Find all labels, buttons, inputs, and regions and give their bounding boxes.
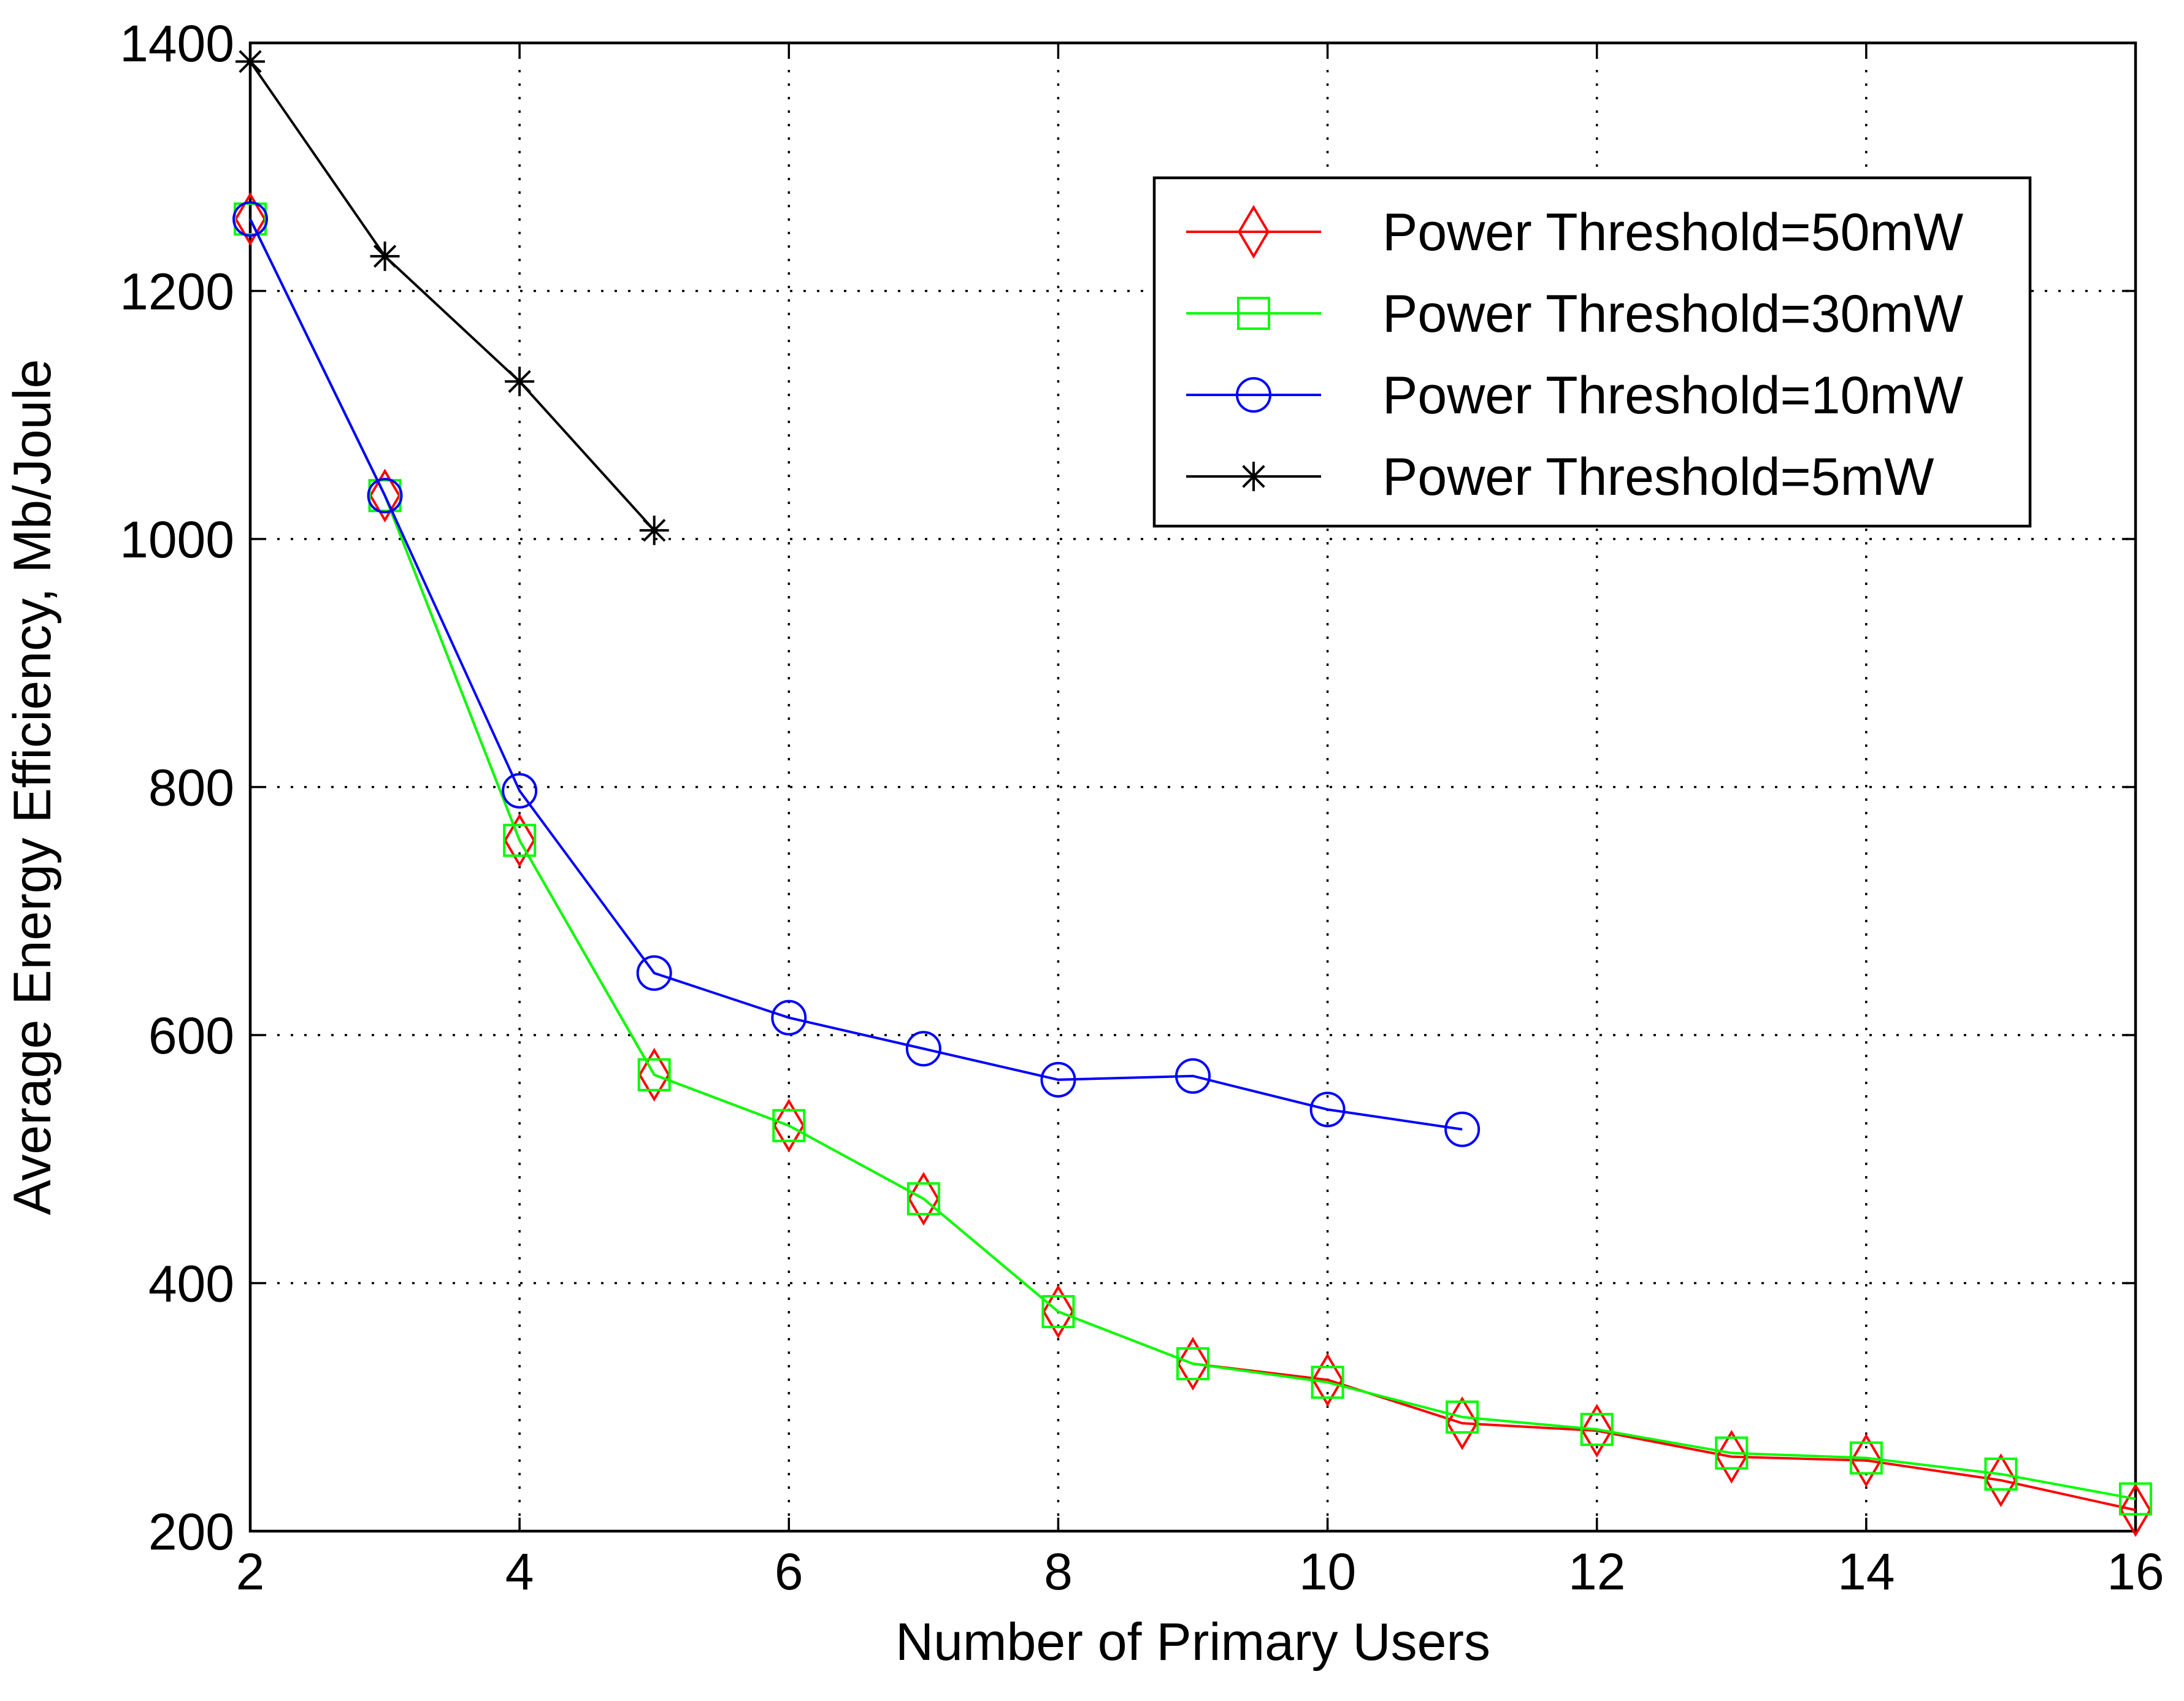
y-tick-label: 600: [148, 1007, 234, 1065]
data-point: [636, 955, 672, 991]
legend-item: Power Threshold=30mW: [1186, 285, 1963, 343]
y-tick-label: 1200: [120, 263, 234, 321]
legend-marker: [1239, 462, 1268, 491]
legend-marker: [1238, 205, 1270, 259]
x-tick-labels: 2 4 6 8 10 12 14 16: [236, 1543, 2164, 1600]
data-point: [1715, 1436, 1749, 1470]
data-point: [1176, 1347, 1209, 1380]
data-point: [906, 1182, 940, 1215]
x-tick-label: 6: [775, 1543, 803, 1600]
series-line: [249, 218, 2136, 1500]
data-point: [1177, 1337, 1209, 1391]
legend-marker: [1237, 297, 1270, 330]
tick-marks: [249, 42, 2137, 1532]
x-tick-label: 12: [1568, 1543, 1625, 1600]
legend-marker: [1236, 377, 1271, 413]
data-point: [771, 1000, 807, 1036]
data-point: [369, 468, 401, 523]
data-point: [367, 478, 403, 514]
data-point: [505, 367, 535, 397]
x-tick-label: 16: [2107, 1543, 2164, 1600]
data-point: [1715, 1429, 1748, 1484]
data-point: [2119, 1482, 2152, 1516]
legend-item: Power Threshold=10mW: [1186, 366, 1963, 425]
series-2: [232, 201, 1481, 1147]
data-point: [1849, 1441, 1883, 1475]
data-point: [772, 1109, 806, 1142]
data-point: [639, 515, 669, 545]
data-point: [638, 1047, 670, 1102]
data-point: [1311, 1353, 1344, 1407]
legend-item: Power Threshold=50mW: [1186, 203, 1963, 262]
legend-label: Power Threshold=10mW: [1382, 366, 1963, 425]
data-point: [1041, 1295, 1075, 1329]
y-tick-label: 200: [148, 1503, 234, 1561]
data-point: [234, 192, 266, 247]
data-point: [773, 1098, 805, 1153]
data-point: [502, 773, 538, 809]
data-point: [1040, 1061, 1076, 1098]
legend-box: [1152, 176, 2032, 528]
y-tick-label: 800: [148, 759, 234, 817]
data-point: [232, 201, 268, 237]
data-point: [1850, 1433, 1882, 1488]
data-point: [905, 1031, 941, 1067]
y-tick-label: 1000: [120, 511, 234, 568]
series-3: [236, 47, 669, 545]
legend-label: Power Threshold=5mW: [1382, 448, 1934, 506]
data-point: [1581, 1404, 1613, 1458]
data-point: [1311, 1366, 1344, 1399]
series-line: [249, 218, 1463, 1131]
data-point: [503, 824, 537, 857]
data-point: [637, 1058, 671, 1091]
data-point: [1984, 1457, 2018, 1491]
x-tick-label: 14: [1837, 1543, 1895, 1600]
series-line: [249, 61, 656, 532]
data-point: [907, 1172, 940, 1226]
data-point: [1444, 1111, 1481, 1147]
y-tick-labels: 200 400 600 800 1000 1200 1400: [120, 15, 234, 1561]
data-point: [1580, 1413, 1614, 1447]
x-axis-title: Number of Primary Users: [895, 1613, 1490, 1672]
data-point: [236, 47, 265, 77]
y-axis-title: Average Energy Efficiency, Mb/Joule: [3, 359, 62, 1215]
data-point: [2120, 1483, 2151, 1537]
legend-item: Power Threshold=5mW: [1186, 448, 1934, 506]
grid-lines: [250, 43, 2136, 1531]
data-point: [504, 813, 536, 868]
data-series: [232, 47, 2152, 1537]
x-tick-label: 8: [1044, 1543, 1073, 1600]
legend-label: Power Threshold=30mW: [1382, 285, 1963, 343]
data-point: [1309, 1091, 1346, 1128]
y-tick-label: 1400: [120, 15, 234, 72]
data-point: [1446, 1400, 1479, 1434]
legend: Power Threshold=50mW Power Threshold=30mW…: [1152, 176, 2032, 528]
legend-label: Power Threshold=50mW: [1382, 203, 1963, 262]
data-point: [1175, 1058, 1211, 1094]
x-tick-label: 10: [1299, 1543, 1356, 1600]
y-tick-label: 400: [148, 1255, 234, 1313]
x-tick-label: 2: [236, 1543, 265, 1600]
x-tick-label: 4: [505, 1543, 534, 1600]
data-point: [370, 241, 400, 271]
